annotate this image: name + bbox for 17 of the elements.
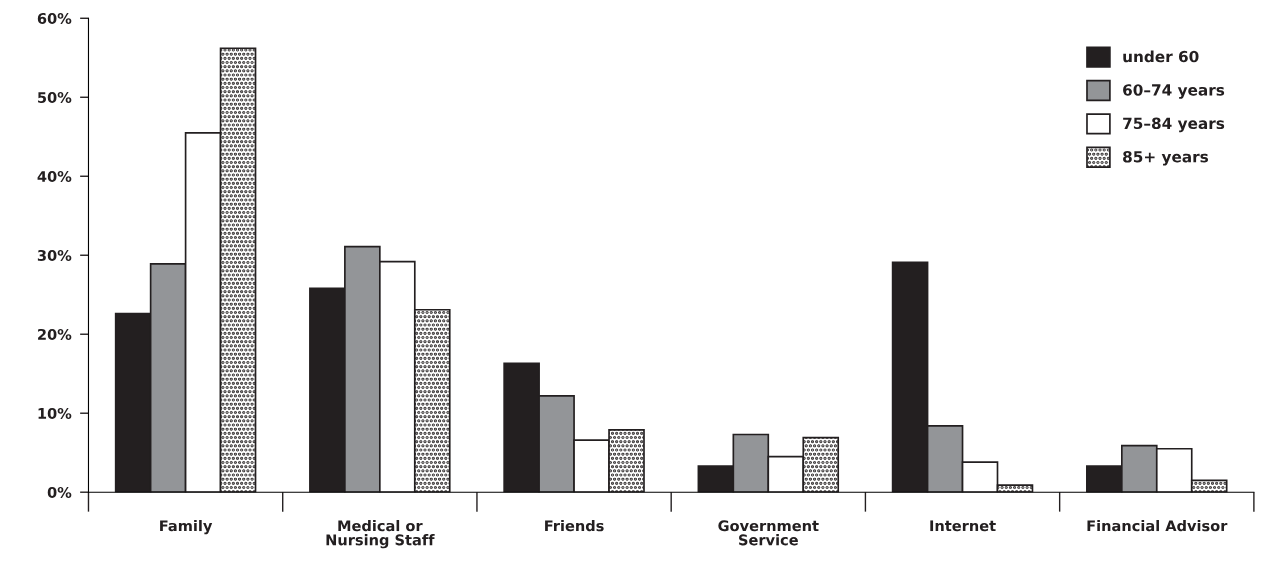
x-tick-label: Friends — [545, 519, 604, 532]
x-tick-label: Medical or Nursing Staff — [326, 519, 435, 549]
x-tick-label: Financial Advisor — [1087, 519, 1228, 532]
y-tick-label: 50% — [38, 91, 72, 104]
x-tick-label: Government Service — [718, 520, 819, 546]
legend-label: 60–74 years — [1123, 84, 1225, 99]
y-tick-label: 10% — [38, 407, 72, 419]
y-tick-label: 30% — [37, 249, 72, 261]
legend-label: under 60 — [1123, 50, 1199, 63]
y-tick-label: 0% — [47, 486, 72, 498]
y-tick-label: 60% — [37, 12, 72, 25]
x-tick-label: Family — [160, 519, 213, 535]
legend-label: 75–84 years — [1123, 117, 1225, 133]
y-tick-label: 20% — [38, 328, 72, 340]
y-tick-label: 40% — [37, 170, 72, 182]
x-tick-label: Internet — [930, 520, 996, 532]
legend-label: 85+ years — [1123, 150, 1209, 166]
